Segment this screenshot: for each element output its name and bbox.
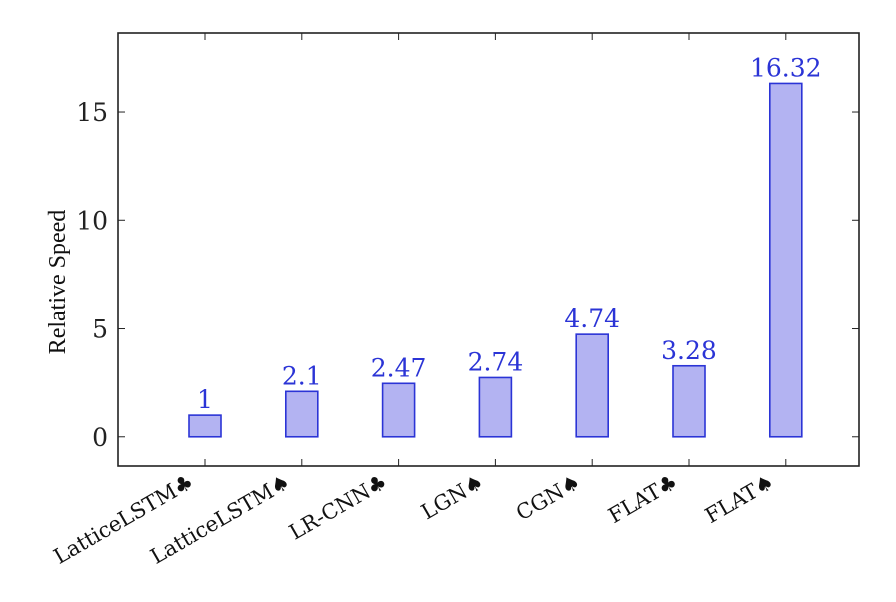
bar-value-label: 2.74 [468,347,524,376]
bar-value-label: 2.47 [371,353,427,382]
bar-value-label: 2.1 [282,361,322,390]
category-labels: LatticeLSTM♣LatticeLSTM♠LR-CNN♣ LGN♠ CGN♠ F… [50,470,779,569]
x-axis [204,33,787,466]
category-label: CGN♠ [512,470,585,526]
y-axis: 0 5 10 15 [76,98,859,452]
bar-value-label: 4.74 [564,304,620,333]
bar-value-label: 3.28 [661,336,717,365]
category-label: FLAT♠ [701,470,778,528]
y-axis-title: Relative Speed [45,210,71,355]
category-label: LR-CNN♣ [285,470,391,545]
bar-value-label: 16.32 [750,53,822,82]
category-label: FLAT♣ [604,470,681,528]
category-label: LGN♠ [417,470,488,525]
plot-frame [117,32,860,467]
bar [478,376,513,438]
bar [768,82,803,438]
bar-value-label: 1 [197,385,213,414]
y-tick-label: 5 [92,315,108,344]
y-tick-label: 0 [92,423,108,452]
bar [381,382,416,438]
bar-series [188,82,803,438]
data-labels: 1 2.1 2.47 2.74 4.74 3.28 16.32 [197,53,822,414]
bar [188,414,222,438]
bar [575,333,610,438]
bar [672,364,706,438]
bar [284,390,319,438]
y-tick-label: 10 [76,206,108,235]
y-tick-label: 15 [76,98,108,127]
